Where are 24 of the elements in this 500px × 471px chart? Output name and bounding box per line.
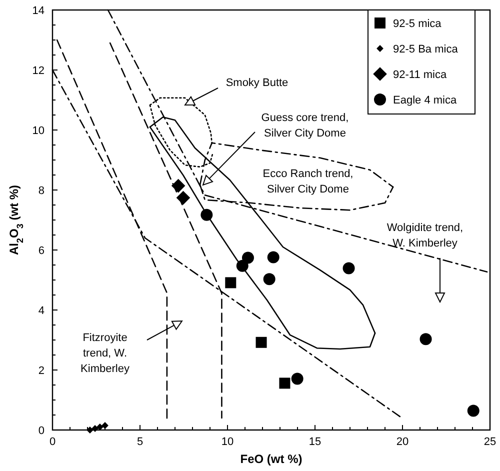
y-tick-label: 10 [32,125,44,137]
x-tick-label: 10 [221,436,234,448]
y-tick-label: 8 [38,185,44,197]
x-tick-label: 20 [396,436,409,448]
x-tick-label: 25 [484,436,496,448]
annotation: Guess core trend, Silver City Dome [261,112,349,140]
y-tick-label: 2 [38,365,44,377]
y-tick-label: 0 [38,425,44,437]
y-tick-label: 4 [38,305,44,317]
legend-label: Eagle 4 mica [393,94,458,106]
x-tick-label: 15 [308,436,322,448]
y-tick-label: 14 [32,5,44,17]
y-tick-label: 6 [38,245,44,257]
annotation: Ecco Ranch trend, Silver City Dome [262,168,354,196]
annotation: Wolgidite trend, W. Kimberley [386,222,464,250]
legend-label: 92-5 Ba mica [393,44,459,56]
x-axis-title: FeO (wt %) [240,452,302,466]
legend-label: 92-5 mica [393,18,442,30]
annotation: Smoky Butte [226,77,288,89]
x-tick-label: 5 [136,436,144,448]
y-tick-label: 12 [32,65,44,77]
annotation: Fitzroyite trend, W. Kimberley [80,332,130,375]
legend-label: 92-11 mica [393,69,448,81]
x-tick-label: 0 [49,436,56,448]
